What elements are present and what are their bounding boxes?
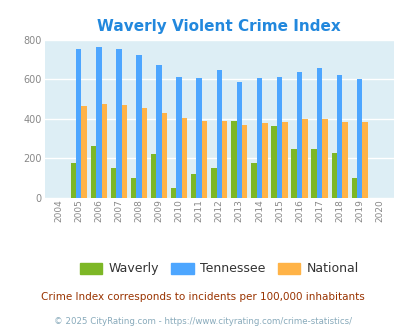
Bar [136, 55, 141, 198]
Bar [101, 104, 107, 198]
Bar [311, 149, 316, 198]
Bar [251, 163, 256, 198]
Bar [356, 79, 362, 198]
Bar [90, 146, 96, 198]
Bar [301, 119, 307, 198]
Bar [341, 122, 347, 198]
Bar [171, 188, 176, 198]
Bar [70, 163, 76, 198]
Bar [336, 75, 341, 198]
Bar [296, 72, 301, 198]
Bar [236, 82, 241, 198]
Text: © 2025 CityRating.com - https://www.cityrating.com/crime-statistics/: © 2025 CityRating.com - https://www.city… [54, 317, 351, 326]
Bar [122, 105, 127, 198]
Bar [276, 77, 281, 198]
Bar [331, 153, 336, 198]
Bar [201, 121, 207, 198]
Legend: Waverly, Tennessee, National: Waverly, Tennessee, National [75, 257, 363, 280]
Bar [362, 122, 367, 198]
Bar [76, 49, 81, 198]
Bar [130, 178, 136, 198]
Bar [191, 174, 196, 198]
Bar [291, 149, 296, 198]
Bar [161, 113, 167, 198]
Bar [351, 178, 356, 198]
Bar [141, 108, 147, 198]
Bar [151, 154, 156, 198]
Bar [111, 168, 116, 198]
Bar [116, 49, 121, 198]
Bar [256, 78, 262, 198]
Title: Waverly Violent Crime Index: Waverly Violent Crime Index [97, 19, 340, 34]
Bar [230, 121, 236, 198]
Bar [241, 125, 247, 198]
Text: Crime Index corresponds to incidents per 100,000 inhabitants: Crime Index corresponds to incidents per… [41, 292, 364, 302]
Bar [196, 78, 201, 198]
Bar [271, 126, 276, 198]
Bar [281, 122, 287, 198]
Bar [222, 121, 227, 198]
Bar [181, 118, 187, 198]
Bar [322, 119, 327, 198]
Bar [96, 47, 101, 198]
Bar [316, 68, 322, 198]
Bar [216, 70, 222, 198]
Bar [262, 123, 267, 198]
Bar [176, 77, 181, 198]
Bar [81, 106, 87, 198]
Bar [156, 65, 161, 198]
Bar [211, 168, 216, 198]
